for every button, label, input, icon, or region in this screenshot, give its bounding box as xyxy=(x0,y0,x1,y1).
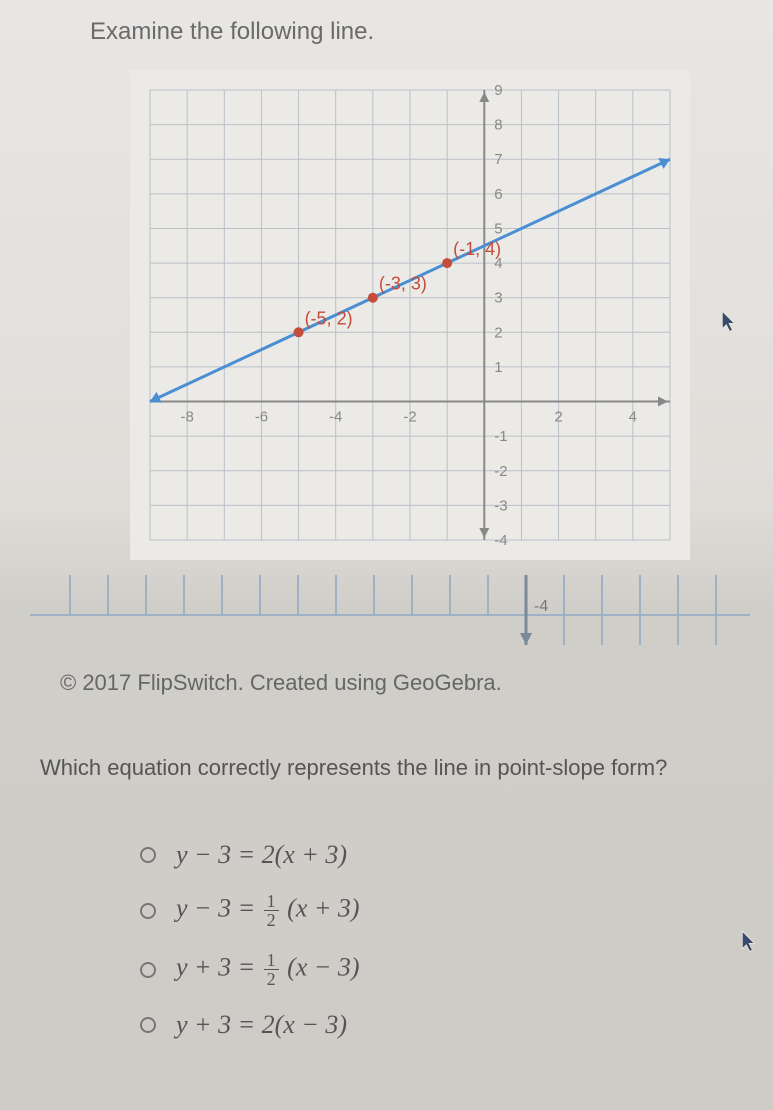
svg-text:-2: -2 xyxy=(494,463,507,480)
svg-text:-3: -3 xyxy=(494,497,507,514)
svg-text:-1: -1 xyxy=(494,428,507,445)
svg-text:(-5, 2): (-5, 2) xyxy=(305,308,353,328)
equation-d: y + 3 = 2(x − 3) xyxy=(176,1010,347,1040)
strip-svg: -4 xyxy=(30,575,750,655)
svg-text:3: 3 xyxy=(494,290,502,307)
answer-options: y − 3 = 2(x + 3) y − 3 = 12 (x + 3) y + … xyxy=(140,840,360,1062)
svg-text:5: 5 xyxy=(494,220,502,237)
option-b[interactable]: y − 3 = 12 (x + 3) xyxy=(140,892,360,929)
svg-text:1: 1 xyxy=(494,359,502,376)
cursor-icon xyxy=(720,310,738,334)
equation-b: y − 3 = 12 (x + 3) xyxy=(176,892,360,929)
radio-icon xyxy=(140,847,156,863)
svg-text:7: 7 xyxy=(494,151,502,168)
svg-text:2: 2 xyxy=(494,324,502,341)
copyright-text: © 2017 FlipSwitch. Created using GeoGebr… xyxy=(60,670,502,696)
radio-icon xyxy=(140,903,156,919)
equation-c: y + 3 = 12 (x − 3) xyxy=(176,951,360,988)
svg-text:-6: -6 xyxy=(255,409,268,426)
svg-text:2: 2 xyxy=(554,409,562,426)
svg-text:9: 9 xyxy=(494,82,502,99)
svg-text:8: 8 xyxy=(494,117,502,134)
question-text: Which equation correctly represents the … xyxy=(40,755,667,781)
svg-text:4: 4 xyxy=(629,409,637,426)
svg-text:-8: -8 xyxy=(180,409,193,426)
option-c[interactable]: y + 3 = 12 (x − 3) xyxy=(140,951,360,988)
radio-icon xyxy=(140,962,156,978)
svg-text:-4: -4 xyxy=(494,532,507,549)
svg-text:(-3, 3): (-3, 3) xyxy=(379,274,427,294)
svg-text:-4: -4 xyxy=(534,598,548,615)
option-d[interactable]: y + 3 = 2(x − 3) xyxy=(140,1010,360,1040)
instruction-text: Examine the following line. xyxy=(90,18,374,46)
svg-text:6: 6 xyxy=(494,186,502,203)
option-a[interactable]: y − 3 = 2(x + 3) xyxy=(140,840,360,870)
svg-text:4: 4 xyxy=(494,255,502,272)
equation-a: y − 3 = 2(x + 3) xyxy=(176,840,347,870)
cursor-icon xyxy=(740,930,758,954)
coordinate-graph: (-5, 2)(-3, 3)(-1, 4)-8-6-4-224-4-3-2-11… xyxy=(130,70,690,560)
partial-grid-strip: -4 xyxy=(30,575,750,655)
graph-svg: (-5, 2)(-3, 3)(-1, 4)-8-6-4-224-4-3-2-11… xyxy=(130,70,690,560)
radio-icon xyxy=(140,1017,156,1033)
svg-text:-4: -4 xyxy=(329,409,342,426)
svg-text:-2: -2 xyxy=(403,409,416,426)
